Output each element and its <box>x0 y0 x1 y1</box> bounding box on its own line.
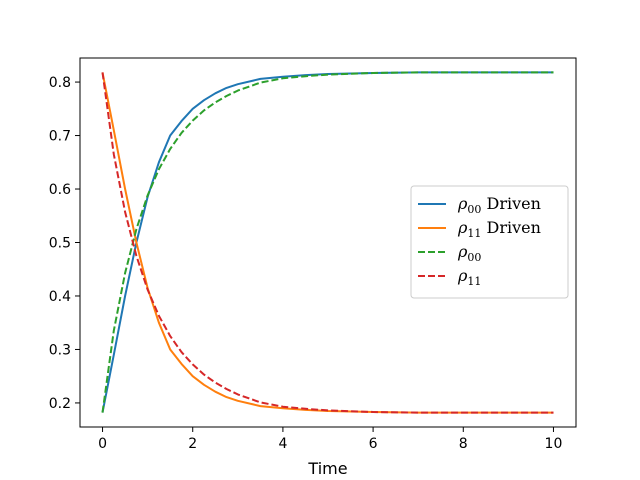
x-tick-label: 2 <box>188 436 197 452</box>
series-line-3 <box>101 72 554 414</box>
y-tick-label: 0.8 <box>49 75 71 91</box>
legend-label-subscript: 00 <box>467 251 481 264</box>
y-tick-label: 0.6 <box>49 182 71 198</box>
y-tick-label: 0.7 <box>49 129 71 145</box>
legend-label-subscript: 11 <box>467 275 481 288</box>
legend-label: ρ00 <box>457 242 481 264</box>
legend-label: ρ11 Driven <box>457 218 541 240</box>
legend-label-suffix: Driven <box>481 194 541 213</box>
legend-box <box>410 185 569 299</box>
legend-label-symbol: ρ <box>457 218 468 237</box>
y-tick-label: 0.4 <box>49 289 71 305</box>
legend-label-symbol: ρ <box>457 266 468 285</box>
y-axis: 0.2 0.3 0.4 0.5 0.6 0.7 0.8 <box>49 75 80 412</box>
series-line-2 <box>101 71 554 413</box>
legend-label-symbol: ρ <box>457 242 468 261</box>
legend-label: ρ00 Driven <box>457 194 541 216</box>
legend-label-subscript: 00 <box>467 203 481 216</box>
x-tick-label: 4 <box>278 436 287 452</box>
y-tick-label: 0.2 <box>49 396 71 412</box>
legend-label-suffix: Driven <box>481 218 541 237</box>
x-tick-label: 10 <box>545 436 563 452</box>
x-axis-title: Time <box>307 459 347 478</box>
x-tick-label: 0 <box>98 436 107 452</box>
legend-label-symbol: ρ <box>457 194 468 213</box>
legend-label: ρ11 <box>457 266 481 288</box>
legend-label-subscript: 11 <box>467 227 481 240</box>
x-tick-label: 6 <box>369 436 378 452</box>
plot-lines <box>101 71 554 414</box>
x-axis: 0 2 4 6 8 10 <box>98 427 562 452</box>
x-tick-label: 8 <box>459 436 468 452</box>
y-tick-label: 0.3 <box>49 342 71 358</box>
y-tick-label: 0.5 <box>49 236 71 252</box>
